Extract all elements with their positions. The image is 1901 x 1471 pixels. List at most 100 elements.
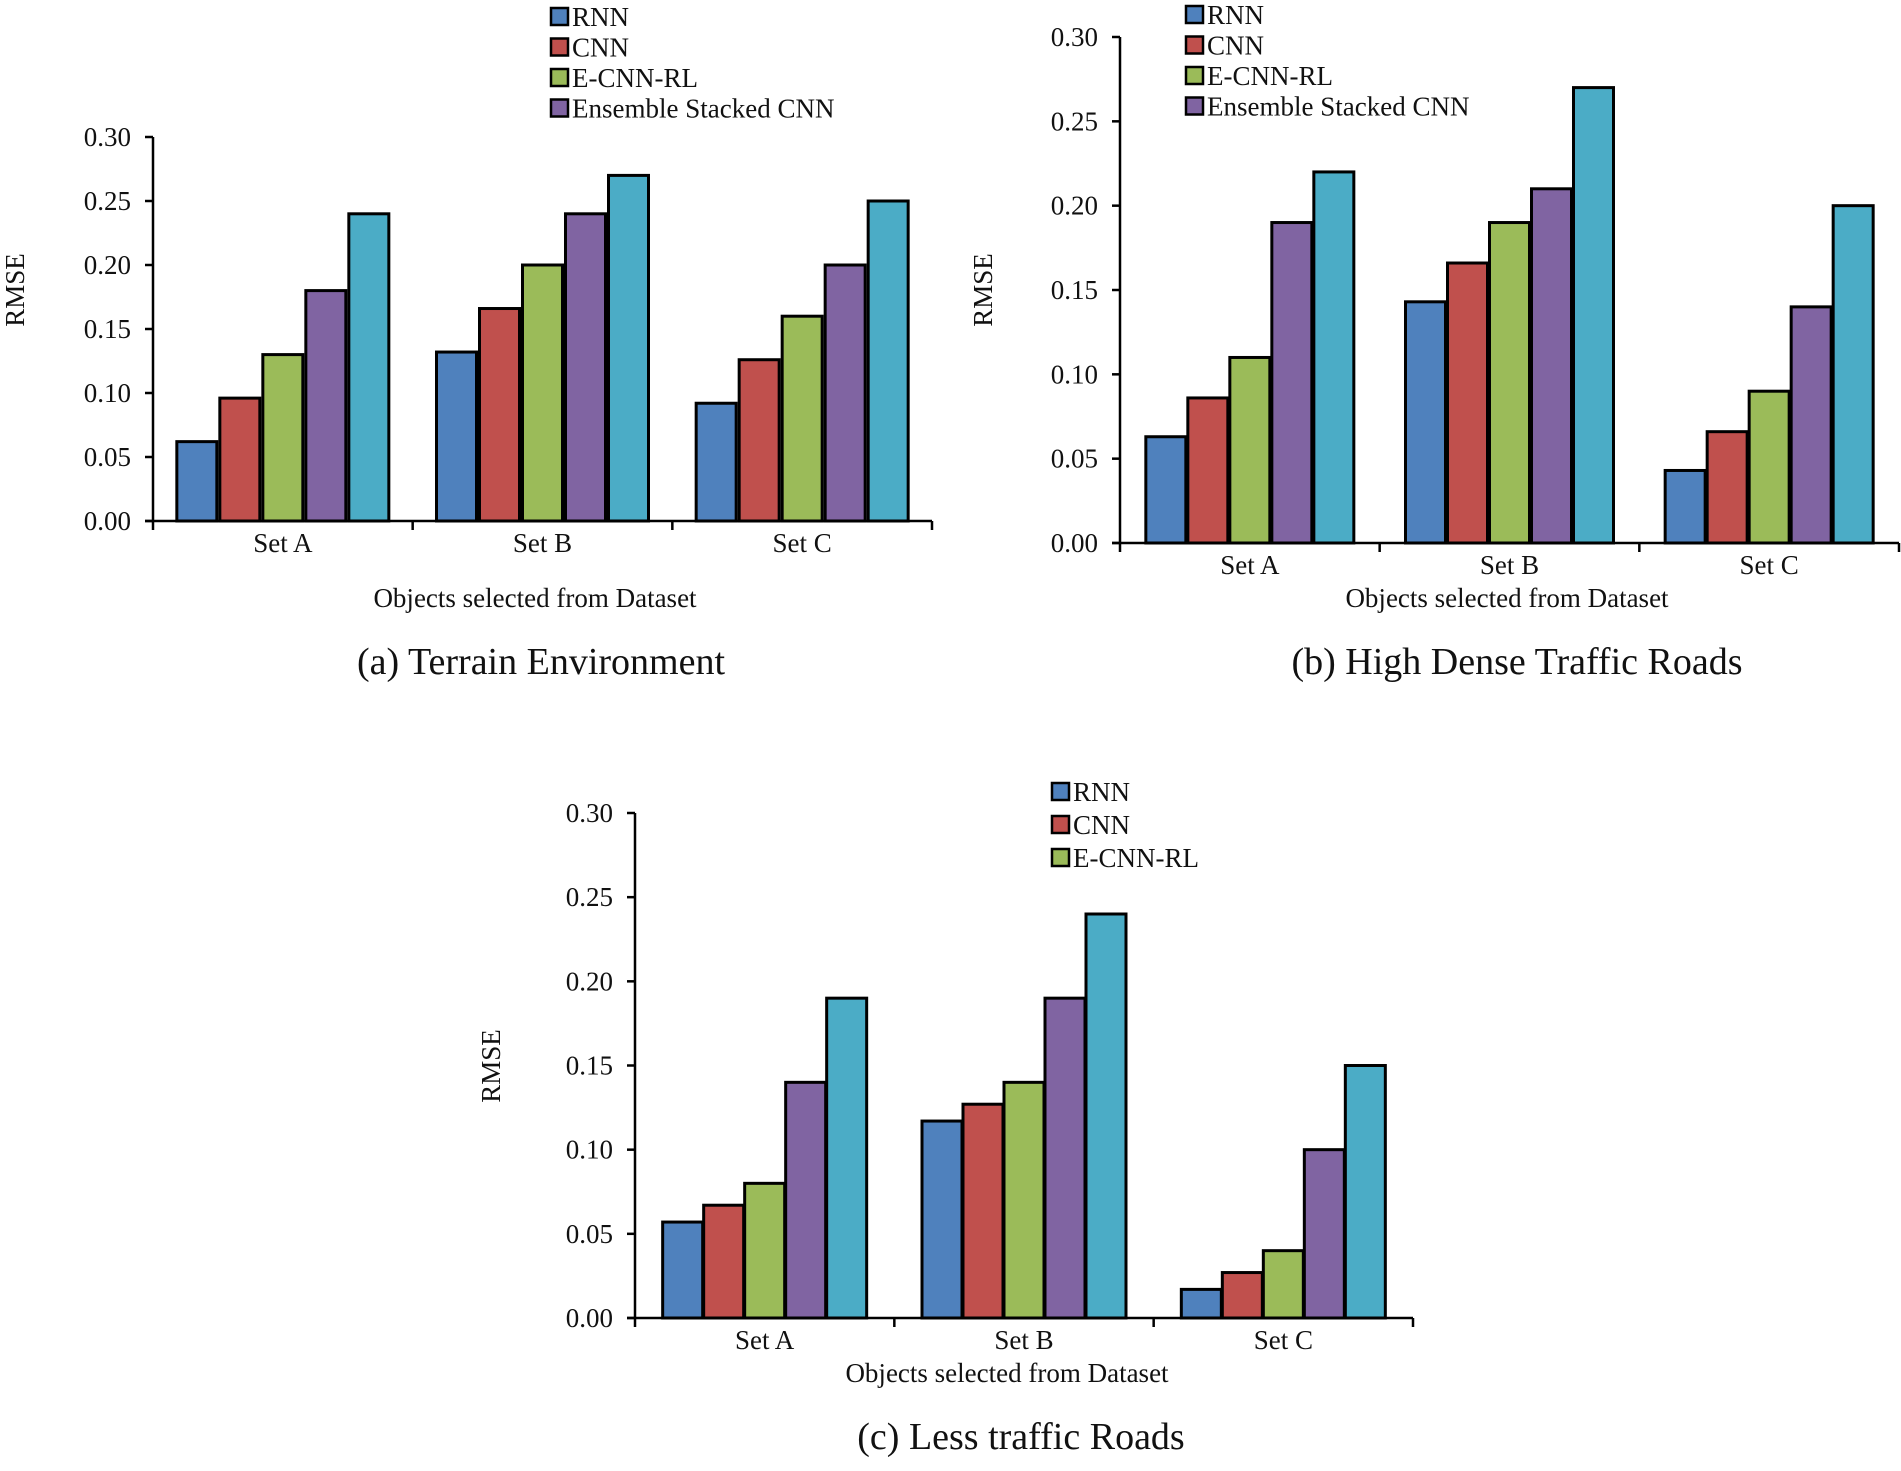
bar-ensemble-stacked-cnn-set-c (823, 263, 867, 523)
y-tick-label: 0.25 (84, 186, 131, 216)
bar-series-5-set-a (1312, 170, 1356, 545)
bar-rnn-set-c (694, 401, 738, 523)
bar-series-5-set-a (347, 212, 391, 523)
bar-e-cnn-rl-set-c (780, 314, 824, 523)
bar-rnn-set-a (175, 440, 219, 523)
bar-rnn-set-b (1404, 300, 1447, 545)
y-tick-label: 0.00 (566, 1303, 613, 1333)
y-tick-label: 0.05 (84, 442, 131, 472)
bar-series-5-set-b (1572, 86, 1615, 545)
x-axis-title: Objects selected from Dataset (373, 583, 697, 613)
legend-label-ensemble-stacked-cnn: Ensemble Stacked CNN (572, 94, 834, 124)
legend-swatch-rnn (1050, 781, 1071, 802)
bar-ensemble-stacked-cnn-set-c (1789, 305, 1833, 545)
legend-label-ensemble-stacked-cnn: Ensemble Stacked CNN (1207, 92, 1469, 122)
bar-series-5-set-c (1831, 204, 1875, 545)
legend-swatch-e-cnn-rl (1184, 65, 1205, 86)
x-tick-label-set-a: Set A (253, 528, 313, 558)
legend-swatch-cnn (1184, 35, 1205, 55)
x-tick-label-set-c: Set C (773, 528, 832, 558)
x-axis-title: Objects selected from Dataset (845, 1358, 1169, 1388)
y-tick-label: 0.25 (566, 882, 613, 912)
bar-rnn-set-c (1179, 1287, 1223, 1320)
x-axis-title: Objects selected from Dataset (1345, 583, 1669, 613)
bar-ensemble-stacked-cnn-set-b (1530, 187, 1573, 545)
bar-series-4-set-c (1302, 1148, 1346, 1320)
legend-label-cnn: CNN (572, 33, 629, 63)
bar-ensemble-stacked-cnn-set-a (1270, 221, 1314, 545)
bar-series-5-set-b (607, 173, 650, 523)
bar-ensemble-stacked-cnn-set-a (304, 289, 348, 523)
y-tick-label: 0.10 (84, 378, 131, 408)
legend-label-e-cnn-rl: E-CNN-RL (572, 63, 698, 93)
y-tick-label: 0.15 (84, 314, 131, 344)
bar-cnn-set-b (478, 307, 521, 523)
bar-series-5-set-c (866, 199, 910, 523)
y-tick-label: 0.30 (1051, 22, 1098, 52)
bar-e-cnn-rl-set-c (1747, 389, 1791, 545)
legend-swatch-ensemble-stacked-cnn (549, 98, 570, 118)
legend-label-e-cnn-rl: E-CNN-RL (1073, 843, 1199, 873)
bar-e-cnn-rl-set-a (1228, 355, 1272, 545)
y-tick-label: 0.30 (566, 798, 613, 828)
legend-label-rnn: RNN (572, 2, 629, 32)
legend-swatch-cnn (1050, 814, 1071, 835)
bar-series-5-set-b (1084, 912, 1128, 1320)
chart-c: 0.00 0.05 0.10 0.15 0.20 0.25 0.30 Set A Set B Se… (476, 777, 1415, 1458)
bar-series-5-set-a (825, 996, 869, 1320)
bar-e-cnn-rl-set-a (743, 1181, 787, 1320)
y-tick-label: 0.30 (84, 122, 131, 152)
chart-b: 0.00 0.05 0.10 0.15 0.20 0.25 0.30 Set A Set B Se… (968, 0, 1901, 683)
legend-label-rnn: RNN (1073, 777, 1130, 807)
y-tick-label: 0.15 (1051, 275, 1098, 305)
y-tick-label: 0.25 (1051, 106, 1098, 136)
chart-caption: (a) Terrain Environment (357, 641, 725, 683)
bar-rnn-set-b (920, 1119, 964, 1320)
x-tick-label-set-b: Set B (994, 1325, 1053, 1355)
chart-caption: (b) High Dense Traffic Roads (1291, 641, 1742, 683)
bar-cnn-set-c (1220, 1271, 1264, 1320)
bar-cnn-set-a (702, 1203, 746, 1320)
bar-e-cnn-rl-set-b (1488, 221, 1531, 545)
bar-rnn-set-b (435, 350, 478, 523)
chart-caption: (c) Less traffic Roads (857, 1416, 1184, 1458)
bar-e-cnn-rl-set-c (1261, 1249, 1305, 1320)
x-tick-label-set-b: Set B (513, 528, 572, 558)
legend-swatch-ensemble-stacked-cnn (1184, 96, 1205, 116)
bar-rnn-set-c (1663, 468, 1707, 545)
bar-cnn-set-c (1705, 430, 1749, 545)
y-tick-label: 0.15 (566, 1051, 613, 1081)
y-tick-label: 0.20 (566, 966, 613, 996)
bar-rnn-set-a (1144, 435, 1188, 545)
legend-swatch-rnn (549, 6, 570, 27)
x-tick-label-set-a: Set A (1220, 550, 1280, 580)
bar-e-cnn-rl-set-b (1002, 1080, 1046, 1320)
bar-cnn-set-b (1446, 261, 1489, 545)
bar-cnn-set-c (737, 358, 781, 523)
y-tick-label: 0.10 (1051, 359, 1098, 389)
chart-a: 0.00 0.05 0.10 0.15 0.20 0.25 0.30 Set A Set B Se… (0, 2, 934, 683)
x-tick-label-set-c: Set C (1254, 1325, 1313, 1355)
y-tick-label: 0.05 (566, 1219, 613, 1249)
legend-label-cnn: CNN (1073, 810, 1130, 840)
bar-e-cnn-rl-set-b (521, 263, 564, 523)
legend-label-e-cnn-rl: E-CNN-RL (1207, 61, 1333, 91)
legend-label-rnn: RNN (1207, 0, 1264, 30)
x-tick-label-set-a: Set A (735, 1325, 795, 1355)
y-axis-title: RMSE (476, 1029, 506, 1103)
y-tick-label: 0.00 (1051, 528, 1098, 558)
bar-rnn-set-a (661, 1220, 705, 1320)
bar-cnn-set-b (961, 1102, 1005, 1320)
y-tick-label: 0.20 (1051, 191, 1098, 221)
y-axis-title: RMSE (968, 253, 998, 327)
y-tick-label: 0.10 (566, 1135, 613, 1165)
bar-series-5-set-c (1343, 1064, 1387, 1320)
legend-swatch-cnn (549, 37, 570, 57)
legend-swatch-rnn (1184, 4, 1205, 25)
bar-cnn-set-a (218, 396, 262, 523)
legend-swatch-e-cnn-rl (1050, 847, 1071, 868)
x-tick-label-set-b: Set B (1480, 550, 1539, 580)
x-tick-label-set-c: Set C (1740, 550, 1799, 580)
